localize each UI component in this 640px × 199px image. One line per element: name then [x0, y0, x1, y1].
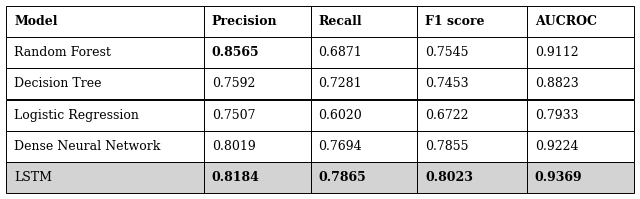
Bar: [6, 162, 204, 193]
Bar: [204, 131, 310, 162]
Bar: [6, 68, 204, 100]
Text: 0.7592: 0.7592: [212, 77, 255, 90]
Text: Dense Neural Network: Dense Neural Network: [14, 140, 161, 153]
Bar: [6, 131, 204, 162]
Bar: [204, 162, 310, 193]
Bar: [527, 131, 634, 162]
Text: 0.8184: 0.8184: [212, 171, 260, 184]
Bar: [527, 100, 634, 131]
Text: 0.7507: 0.7507: [212, 109, 255, 122]
Text: 0.6020: 0.6020: [318, 109, 362, 122]
Text: 0.7933: 0.7933: [534, 109, 579, 122]
Text: 0.7453: 0.7453: [425, 77, 468, 90]
Bar: [6, 37, 204, 68]
Bar: [204, 6, 310, 37]
Bar: [6, 100, 204, 131]
Text: 0.8019: 0.8019: [212, 140, 255, 153]
Bar: [310, 162, 417, 193]
Bar: [6, 6, 204, 37]
Bar: [310, 100, 417, 131]
Text: 0.7694: 0.7694: [318, 140, 362, 153]
Text: 0.8823: 0.8823: [534, 77, 579, 90]
Text: 0.7545: 0.7545: [425, 46, 468, 59]
Bar: [527, 162, 634, 193]
Bar: [417, 162, 527, 193]
Text: 0.9369: 0.9369: [534, 171, 582, 184]
Bar: [310, 68, 417, 100]
Bar: [310, 37, 417, 68]
Bar: [417, 131, 527, 162]
Bar: [204, 100, 310, 131]
Bar: [417, 6, 527, 37]
Text: Model: Model: [14, 15, 58, 28]
Bar: [527, 6, 634, 37]
Text: 0.7855: 0.7855: [425, 140, 468, 153]
Text: 0.7865: 0.7865: [318, 171, 366, 184]
Bar: [310, 131, 417, 162]
Text: 0.8565: 0.8565: [212, 46, 259, 59]
Bar: [204, 68, 310, 100]
Bar: [527, 37, 634, 68]
Bar: [310, 6, 417, 37]
Text: Recall: Recall: [318, 15, 362, 28]
Text: LSTM: LSTM: [14, 171, 52, 184]
Text: Logistic Regression: Logistic Regression: [14, 109, 139, 122]
Text: AUCROC: AUCROC: [534, 15, 596, 28]
Text: Decision Tree: Decision Tree: [14, 77, 102, 90]
Text: 0.7281: 0.7281: [318, 77, 362, 90]
Bar: [417, 37, 527, 68]
Text: Precision: Precision: [212, 15, 277, 28]
Text: 0.6871: 0.6871: [318, 46, 362, 59]
Bar: [417, 68, 527, 100]
Bar: [204, 37, 310, 68]
Bar: [417, 100, 527, 131]
Text: 0.6722: 0.6722: [425, 109, 468, 122]
Bar: [527, 68, 634, 100]
Text: 0.8023: 0.8023: [425, 171, 473, 184]
Text: Random Forest: Random Forest: [14, 46, 111, 59]
Text: F1 score: F1 score: [425, 15, 484, 28]
Text: 0.9112: 0.9112: [534, 46, 579, 59]
Text: 0.9224: 0.9224: [534, 140, 578, 153]
